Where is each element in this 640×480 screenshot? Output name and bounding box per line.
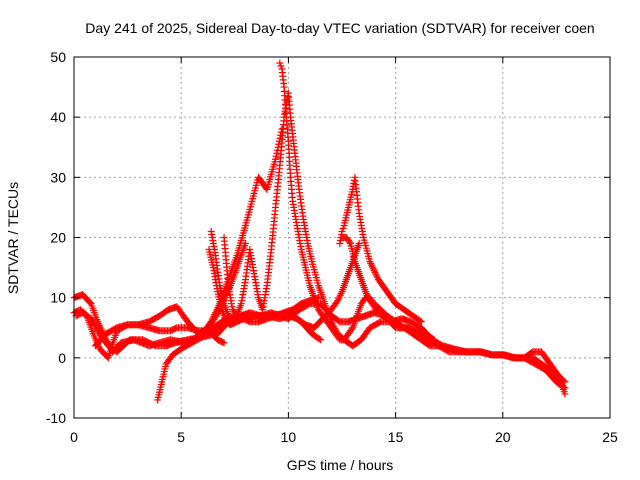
data-point [219, 338, 227, 346]
data-point [278, 125, 286, 133]
data-point [275, 137, 283, 145]
y-tick-label: 20 [50, 230, 66, 246]
series-track-10 [338, 234, 438, 344]
data-point [561, 378, 569, 386]
data-point [338, 227, 346, 235]
data-point [416, 317, 424, 325]
data-point [554, 371, 562, 379]
x-tick-label: 10 [281, 429, 297, 445]
x-tick-label: 5 [177, 429, 185, 445]
data-point [355, 240, 363, 248]
data-point [561, 390, 569, 398]
y-tick-label: -10 [46, 410, 66, 426]
y-axis-label: SDTVAR / TECUs [5, 182, 21, 294]
data-point [315, 335, 323, 343]
data-point [274, 143, 282, 151]
y-tick-label: 10 [50, 290, 66, 306]
x-axis-label: GPS time / hours [287, 457, 394, 473]
data-point [277, 62, 285, 70]
series-track-12 [205, 246, 322, 329]
data-point [430, 336, 438, 344]
x-tick-label: 15 [388, 429, 404, 445]
series-track-11 [336, 173, 425, 326]
data-point [417, 318, 425, 326]
data-point [314, 294, 322, 302]
data-point [348, 325, 356, 333]
data-point [262, 184, 270, 192]
data-point [346, 238, 354, 246]
y-tick-label: 50 [50, 49, 66, 65]
data-point [273, 146, 281, 154]
data-point [276, 59, 284, 67]
data-point [277, 131, 285, 139]
data-point [272, 152, 280, 160]
data-point [277, 128, 285, 136]
data-point [273, 149, 281, 157]
y-tick-label: 0 [58, 350, 66, 366]
chart-title: Day 241 of 2025, Sidereal Day-to-day VTE… [85, 20, 594, 36]
series-track-8 [276, 59, 569, 398]
data-point [275, 140, 283, 148]
data-point [339, 224, 347, 232]
y-tick-label: 40 [50, 109, 66, 125]
x-tick-label: 0 [70, 429, 78, 445]
x-tick-label: 25 [602, 429, 618, 445]
data-point [276, 134, 284, 142]
data-point [272, 155, 280, 163]
data-point [220, 339, 228, 347]
x-tick-label: 20 [495, 429, 511, 445]
data-point [317, 336, 325, 344]
data-point [429, 335, 437, 343]
y-tick-label: 30 [50, 169, 66, 185]
series-group [70, 59, 569, 404]
